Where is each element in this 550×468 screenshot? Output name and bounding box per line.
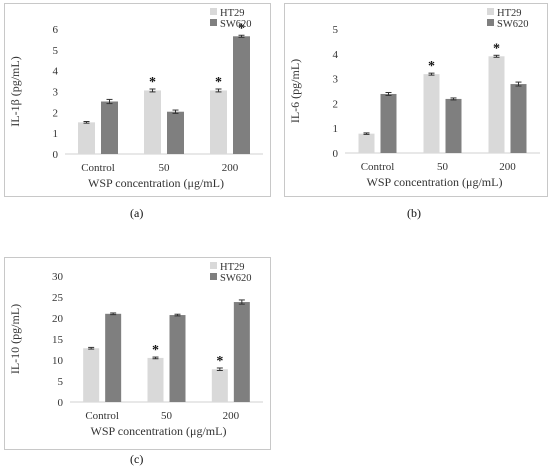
chart-panel-c: 0 5 10 15 20 25 30 Control * 50 * 200 WSP concentrat… xyxy=(4,257,271,450)
x-tick-label: 50 xyxy=(159,162,171,174)
bar-ht29-50 xyxy=(147,357,164,402)
x-tick-label: 200 xyxy=(499,161,516,173)
chart-c: 0 5 10 15 20 25 30 Control * 50 * 200 WSP concentrat… xyxy=(8,262,263,438)
y-tick-label: 0 xyxy=(58,397,64,409)
y-tick-label: 5 xyxy=(58,376,64,388)
y-tick-label: 15 xyxy=(52,334,64,346)
y-tick-label: 2 xyxy=(333,98,339,110)
significance-marker: * xyxy=(493,41,500,56)
x-tick-label: 200 xyxy=(222,162,239,174)
legend-swatch-ht29 xyxy=(487,8,494,15)
bar-sw620-200 xyxy=(510,84,527,153)
bar-ht29-control xyxy=(358,133,375,153)
y-tick-label: 30 xyxy=(52,271,64,283)
significance-marker: * xyxy=(238,21,245,36)
bar-ht29-200 xyxy=(488,56,505,153)
x-tick-label: 200 xyxy=(223,410,240,422)
significance-marker: * xyxy=(152,343,159,358)
y-axis-label: IL-6 (pg/mL) xyxy=(288,59,302,123)
y-tick-label: 6 xyxy=(53,24,59,36)
x-tick-label: Control xyxy=(85,410,119,422)
x-tick-label: 50 xyxy=(437,161,449,173)
y-tick-label: 2 xyxy=(53,107,59,119)
legend-swatch-sw620 xyxy=(487,19,494,26)
legend-label-ht29: HT29 xyxy=(220,262,245,273)
y-tick-label: 10 xyxy=(52,355,64,367)
y-tick-label: 0 xyxy=(333,148,339,160)
x-tick-label: Control xyxy=(81,162,115,174)
y-tick-label: 3 xyxy=(53,87,59,99)
legend-label-sw620: SW620 xyxy=(220,19,252,30)
y-tick-label: 1 xyxy=(333,123,339,135)
chart-b: 0 1 2 3 4 5 Control * 50 * 200 WSP concentration (μ… xyxy=(288,8,540,189)
y-axis-label: IL-10 (pg/mL) xyxy=(8,304,22,374)
y-tick-label: 5 xyxy=(333,24,339,36)
bar-sw620-200 xyxy=(233,302,250,402)
y-tick-label: 5 xyxy=(53,45,59,57)
y-tick-label: 20 xyxy=(52,313,64,325)
chart-panel-b: 0 1 2 3 4 5 Control * 50 * 200 WSP concentration (μ… xyxy=(284,3,548,197)
significance-marker: * xyxy=(215,75,222,90)
y-axis-label: IL-1β (pg/mL) xyxy=(8,56,22,126)
legend-swatch-ht29 xyxy=(210,262,217,269)
y-tick-label: 25 xyxy=(52,292,64,304)
bar-sw620-50 xyxy=(445,98,462,153)
bar-ht29-50 xyxy=(144,90,161,154)
significance-marker: * xyxy=(428,59,435,74)
legend-label-ht29: HT29 xyxy=(220,8,245,19)
legend-label-sw620: SW620 xyxy=(220,273,252,284)
bar-ht29-200 xyxy=(210,90,227,154)
chart-panel-a: 0 1 2 3 4 5 6 Control * 50 * * 200 WSP concentration … xyxy=(4,3,271,197)
significance-marker: * xyxy=(216,354,223,369)
legend-swatch-sw620 xyxy=(210,273,217,280)
legend-label-ht29: HT29 xyxy=(497,8,522,19)
chart-a: 0 1 2 3 4 5 6 Control * 50 * * 200 WSP concentration … xyxy=(8,8,263,190)
legend-label-sw620: SW620 xyxy=(497,19,529,30)
bar-ht29-50 xyxy=(423,74,440,153)
caption-b: (b) xyxy=(407,206,421,220)
bar-ht29-control xyxy=(78,122,95,154)
x-axis-label: WSP concentration (μg/mL) xyxy=(88,176,224,190)
x-axis-label: WSP concentration (μg/mL) xyxy=(367,175,503,189)
x-tick-label: 50 xyxy=(161,410,173,422)
legend-swatch-ht29 xyxy=(210,8,217,15)
bar-sw620-50 xyxy=(169,315,186,402)
bar-sw620-control xyxy=(380,93,397,153)
x-tick-label: Control xyxy=(361,161,395,173)
significance-marker: * xyxy=(149,75,156,90)
legend-swatch-sw620 xyxy=(210,19,217,26)
bar-sw620-200 xyxy=(233,36,250,154)
bar-sw620-control xyxy=(101,101,118,154)
x-axis-label: WSP concentration (μg/mL) xyxy=(91,424,227,438)
bar-ht29-200 xyxy=(211,369,228,402)
caption-a: (a) xyxy=(130,206,144,220)
caption-c: (c) xyxy=(130,452,144,466)
y-tick-label: 4 xyxy=(53,66,59,78)
y-tick-label: 0 xyxy=(53,149,59,161)
bar-sw620-control xyxy=(105,313,122,402)
y-tick-label: 1 xyxy=(53,128,59,140)
y-tick-label: 3 xyxy=(333,74,339,86)
bar-ht29-control xyxy=(83,348,100,402)
bar-sw620-50 xyxy=(167,111,184,154)
y-tick-label: 4 xyxy=(333,49,339,61)
